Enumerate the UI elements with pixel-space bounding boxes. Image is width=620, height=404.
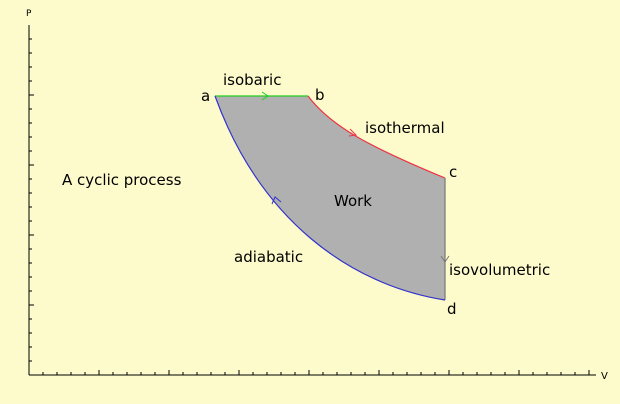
point-label-c: c <box>449 163 457 181</box>
adiabatic-arrow-icon <box>271 196 282 205</box>
work-area <box>215 96 445 300</box>
isobaric-arrow-icon <box>261 91 269 101</box>
isothermal-label: isothermal <box>365 119 445 137</box>
adiabatic-curve <box>214 95 446 301</box>
x-axis-label: V <box>601 371 608 382</box>
isovolumetric-label: isovolumetric <box>449 261 550 279</box>
point-label-a: a <box>201 87 210 105</box>
work-label: Work <box>334 192 372 210</box>
isothermal-arrow-icon <box>348 128 358 137</box>
diagram-title: A cyclic process <box>62 171 182 189</box>
adiabatic-label: adiabatic <box>234 248 303 266</box>
x-axis-ticks <box>28 370 590 375</box>
y-axis-label: P <box>26 9 32 19</box>
point-label-b: b <box>315 86 325 104</box>
isovolumetric-arrow-icon <box>440 255 450 263</box>
isobaric-label: isobaric <box>223 71 281 89</box>
point-label-d: d <box>447 300 457 318</box>
y-axis-ticks <box>29 38 34 376</box>
